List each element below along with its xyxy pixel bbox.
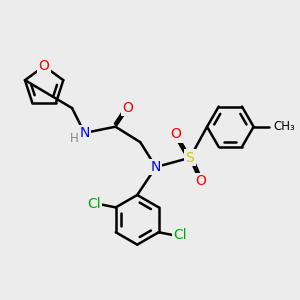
Text: H: H — [70, 132, 79, 145]
Text: O: O — [39, 59, 50, 73]
Text: O: O — [122, 101, 134, 115]
Text: N: N — [151, 160, 161, 174]
Text: CH₃: CH₃ — [274, 120, 296, 133]
Text: Cl: Cl — [174, 228, 187, 242]
Text: O: O — [171, 128, 182, 142]
Text: Cl: Cl — [87, 197, 101, 211]
Text: N: N — [79, 126, 90, 140]
Text: O: O — [195, 174, 206, 188]
Text: S: S — [186, 151, 194, 165]
